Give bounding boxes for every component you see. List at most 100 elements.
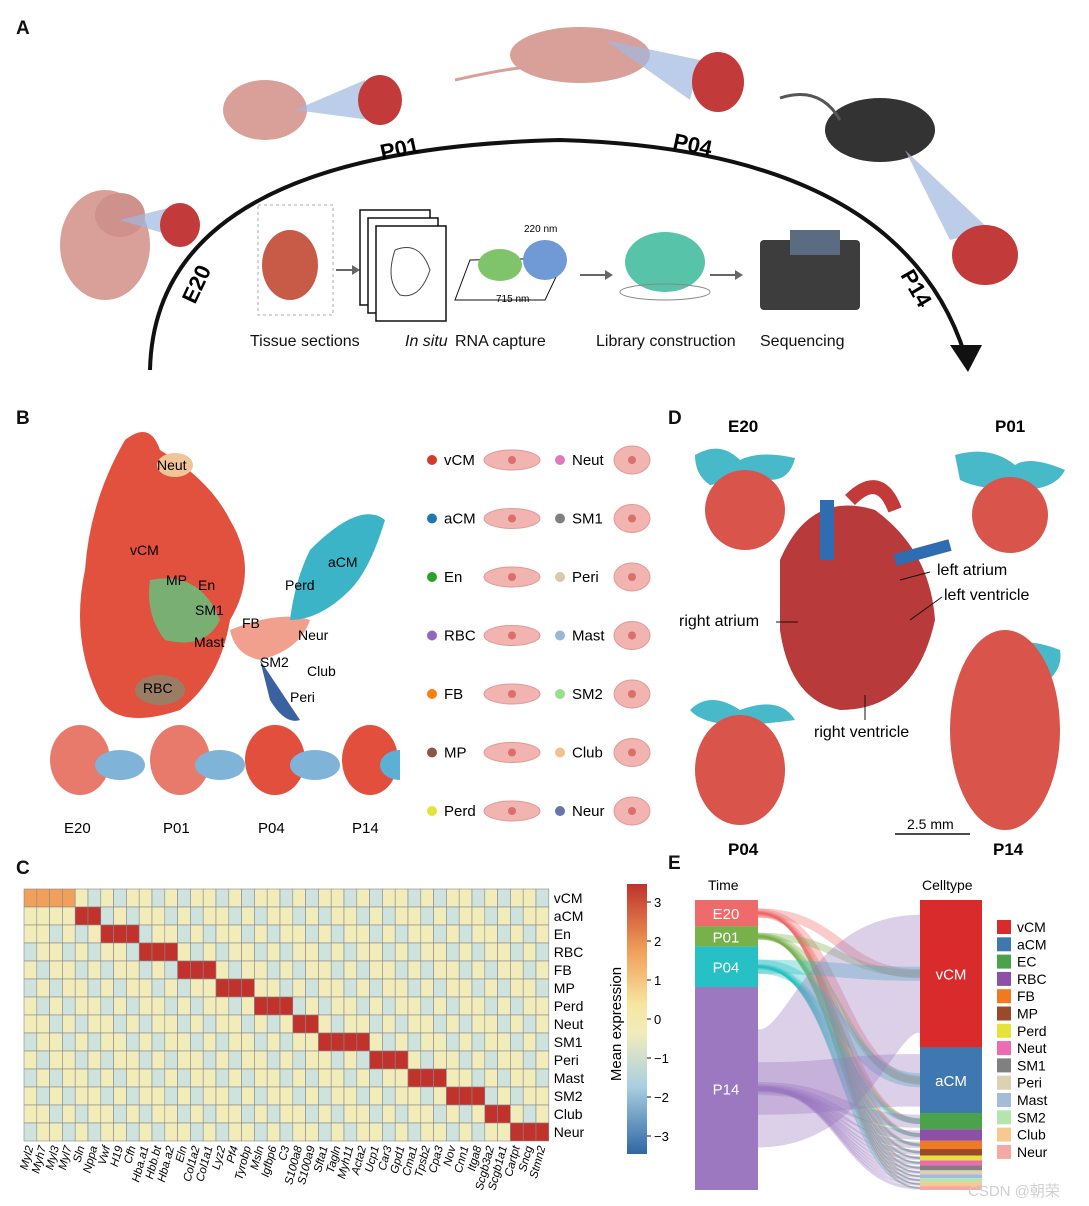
sankey-flow <box>757 1086 921 1190</box>
step-tissue: Tissue sections <box>250 333 360 350</box>
sankey-legend-swatch <box>997 971 1011 986</box>
sankey-flow <box>757 1086 921 1161</box>
sankey-cell-Perd <box>920 1155 982 1161</box>
heat-col-label: C3 <box>277 1144 293 1162</box>
sankey-flow <box>757 1086 921 1170</box>
step-insitu: In situ <box>405 333 448 350</box>
heat-cell <box>74 960 89 980</box>
heat-cell <box>484 996 498 1016</box>
heat-cell <box>190 978 204 998</box>
heat-cell <box>190 888 204 908</box>
heat-cell <box>36 1050 50 1070</box>
heat-cell <box>497 1050 511 1070</box>
heat-cell <box>343 888 358 908</box>
heat-cell <box>330 942 345 962</box>
heat-cell <box>369 1032 383 1052</box>
heat-cell <box>202 888 217 908</box>
heat-cell <box>151 1068 166 1088</box>
heat-cell <box>87 1014 102 1034</box>
heat-cell <box>190 1032 204 1052</box>
heat-cell <box>305 888 319 908</box>
heat-cell <box>382 960 396 980</box>
heat-cell <box>446 942 460 962</box>
heat-cell <box>318 906 332 926</box>
heat-cell <box>382 1104 396 1124</box>
heat-cell <box>87 1032 102 1052</box>
sankey-legend-label: Perd <box>1017 1023 1047 1039</box>
heat-cell <box>164 906 178 926</box>
sankey-legend-swatch <box>997 937 1011 952</box>
legend-dot-Perd <box>427 806 437 816</box>
sankey-legend-label: RBC <box>1017 971 1047 987</box>
heat-cell <box>36 978 50 998</box>
heat-cell <box>100 924 114 944</box>
heat-cell <box>305 978 319 998</box>
heat-cell <box>49 1086 63 1106</box>
sankey-flow <box>757 1086 921 1174</box>
heat-cell <box>356 1014 370 1034</box>
heat-cell <box>510 1014 524 1034</box>
heat-cell <box>330 924 345 944</box>
sankey-flow <box>757 908 921 979</box>
heat-cell <box>497 978 511 998</box>
heat-cell <box>292 960 306 980</box>
mini-p14: P14 <box>352 820 379 837</box>
heat-cell <box>177 978 191 998</box>
heat-cell <box>279 1086 294 1106</box>
sankey-flow <box>757 1086 921 1178</box>
heat-cell <box>535 1014 550 1034</box>
heat-cell <box>394 960 409 980</box>
heat-cell <box>87 1068 102 1088</box>
heat-cell <box>471 1068 486 1088</box>
heat-cell <box>49 960 63 980</box>
heat-cell <box>394 942 409 962</box>
heat-cell <box>87 978 102 998</box>
heat-cell <box>318 1122 332 1142</box>
heat-cell <box>318 888 332 908</box>
d-e20: E20 <box>728 417 758 436</box>
sankey-flow <box>757 1085 921 1149</box>
umap-sm2: SM2 <box>260 654 289 670</box>
heat-cell <box>215 888 230 908</box>
heat-cell <box>292 1014 306 1034</box>
sankey-flow <box>757 1054 921 1115</box>
heat-cell <box>446 888 460 908</box>
sankey-flow <box>757 935 921 1177</box>
sankey-flow <box>757 959 921 981</box>
heat-cell <box>535 996 550 1016</box>
heat-cell <box>241 906 255 926</box>
heat-cell <box>484 1032 498 1052</box>
heat-cell <box>113 1086 127 1106</box>
legend-nucleus-Neur <box>628 807 636 815</box>
heat-row-label: Peri <box>554 1052 579 1068</box>
heat-cell <box>510 924 524 944</box>
heat-cell <box>471 1122 486 1142</box>
heat-cell <box>138 1086 153 1106</box>
heat-cell <box>164 1014 178 1034</box>
heat-cell <box>369 960 383 980</box>
heat-cell <box>87 924 102 944</box>
heat-cell <box>62 960 76 980</box>
heat-cell <box>407 960 422 980</box>
tp-p04: P04 <box>671 128 715 161</box>
heat-cell <box>420 1104 434 1124</box>
heat-cell <box>228 996 242 1016</box>
heat-cell <box>356 1068 370 1088</box>
heat-cell <box>254 1050 268 1070</box>
heat-cell <box>369 1086 383 1106</box>
heat-cell <box>74 1104 89 1124</box>
panel-c-heatmap: vCM aCM En RBC FB MP Perd Neut SM1 Peri Mast SM2 Clu… <box>20 884 669 1192</box>
heat-cell <box>305 1068 319 1088</box>
heat-cell <box>138 1032 153 1052</box>
heat-cell <box>535 1050 550 1070</box>
legend-dot-Neut <box>555 455 565 465</box>
heat-cell <box>458 996 473 1016</box>
heat-cell <box>113 996 127 1016</box>
sankey-flow <box>757 934 921 1138</box>
heat-cell <box>126 996 140 1016</box>
sankey-legend-label: Mast <box>1017 1092 1047 1108</box>
heat-cell <box>343 906 358 926</box>
heat-cell <box>113 1104 127 1124</box>
heat-cell <box>113 1014 127 1034</box>
umap-peri: Peri <box>290 689 315 705</box>
